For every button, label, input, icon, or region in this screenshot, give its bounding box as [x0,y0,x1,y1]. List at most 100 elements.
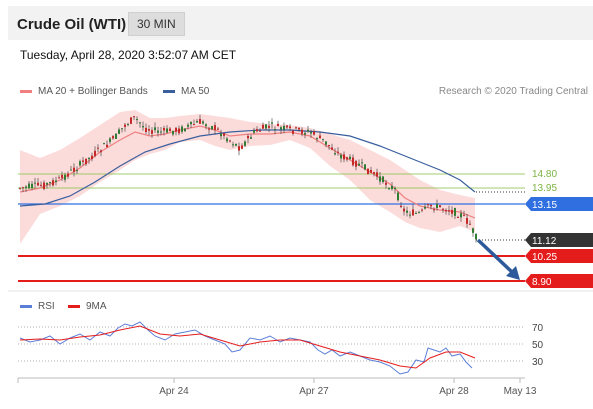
ma50-swatch [163,89,175,93]
candle-body [163,128,165,131]
candle-body [208,128,210,130]
candle-body [67,173,69,177]
candle-body [238,146,240,151]
copyright-text: Research © 2020 Trading Central [438,86,588,97]
candle-body [391,186,393,189]
candle-body [388,188,390,190]
candle-body [418,211,420,213]
candle-body [34,182,36,184]
candle-body [370,170,372,173]
candle-body [91,155,93,159]
s2-label: 8.90 [532,277,552,288]
rsi-ma-swatch [68,304,80,308]
candle-body [112,136,114,139]
candle-body [331,147,333,150]
candle-body [463,214,465,216]
candle-body [469,223,471,225]
candle-body [229,140,231,142]
candle-body [73,167,75,172]
candle-body [226,138,228,142]
rsi-label-30: 30 [532,357,544,368]
candle-body [439,205,441,208]
s1-label: 10.25 [532,252,557,263]
candle-body [211,126,213,130]
candle-body [475,234,477,240]
candle-body [412,209,414,216]
instrument-title: Crude Oil (WTI) [17,16,127,33]
candle-body [271,122,273,124]
chart-widget: Crude Oil (WTI) 30 MIN Tuesday, April 28… [8,6,593,406]
candle-body [85,158,87,165]
candle-body [19,187,21,189]
candle-body [433,209,435,211]
timeframe-button[interactable]: 30 MIN [128,12,185,36]
candle-body [187,124,189,127]
candle-body [190,121,192,125]
candle-body [325,141,327,145]
candle-body [37,182,39,186]
candle-body [454,208,456,216]
candle-body [118,129,120,134]
legend-rsi: RSI [20,301,55,312]
candle-body [199,119,201,124]
candle-body [133,116,135,118]
candle-body [286,125,288,128]
candle-body [136,119,138,120]
candle-body [448,210,450,212]
candle-body [253,130,255,133]
candle-body [79,161,81,166]
candle-body [94,150,96,157]
candle-body [46,183,48,185]
candle-body [181,126,183,132]
candle-body [298,127,300,130]
pivot-label: 13.15 [532,200,557,211]
candle-body [457,217,459,218]
candle-body [202,121,204,124]
candle-body [169,128,171,132]
candle-body [151,130,153,134]
candlestick-series [19,114,477,243]
candle-body [259,130,261,132]
candle-body [40,184,42,186]
rsi-ma-line [19,325,476,369]
r1-label: 13.95 [532,183,557,194]
candle-body [427,204,429,206]
candle-body [121,128,123,130]
candle-body [280,127,282,130]
candle-body [109,138,111,142]
candle-body [139,122,141,124]
candle-body [322,138,324,140]
candle-body [115,133,117,139]
candle-body [283,125,285,130]
candle-body [184,128,186,132]
candle-body [106,144,108,147]
candle-body [358,163,360,166]
price-tag-r2: 14.80 [532,169,557,180]
candle-body [247,135,249,139]
candle-body [472,228,474,233]
candle-body [364,164,366,170]
candle-body [52,180,54,186]
candle-body [442,208,444,210]
candle-body [400,205,402,207]
timestamp: Tuesday, April 28, 2020 3:52:07 AM CET [20,48,237,62]
candle-body [352,157,354,166]
candle-body [142,126,144,128]
candle-body [148,129,150,131]
rsi-label: RSI [38,301,55,312]
candle-body [28,183,30,189]
candle-body [319,135,321,139]
candle-body [349,156,351,159]
price-tag-r1: 13.95 [532,183,557,194]
candle-body [31,183,33,188]
candle-body [316,138,318,140]
candle-body [43,182,45,189]
candle-body [340,154,342,159]
candle-body [262,124,264,129]
x-label-apr28: Apr 28 [439,386,469,397]
candle-body [394,188,396,190]
candle-body [64,174,66,180]
candle-body [403,208,405,212]
candle-body [421,209,423,211]
candle-body [268,125,270,128]
